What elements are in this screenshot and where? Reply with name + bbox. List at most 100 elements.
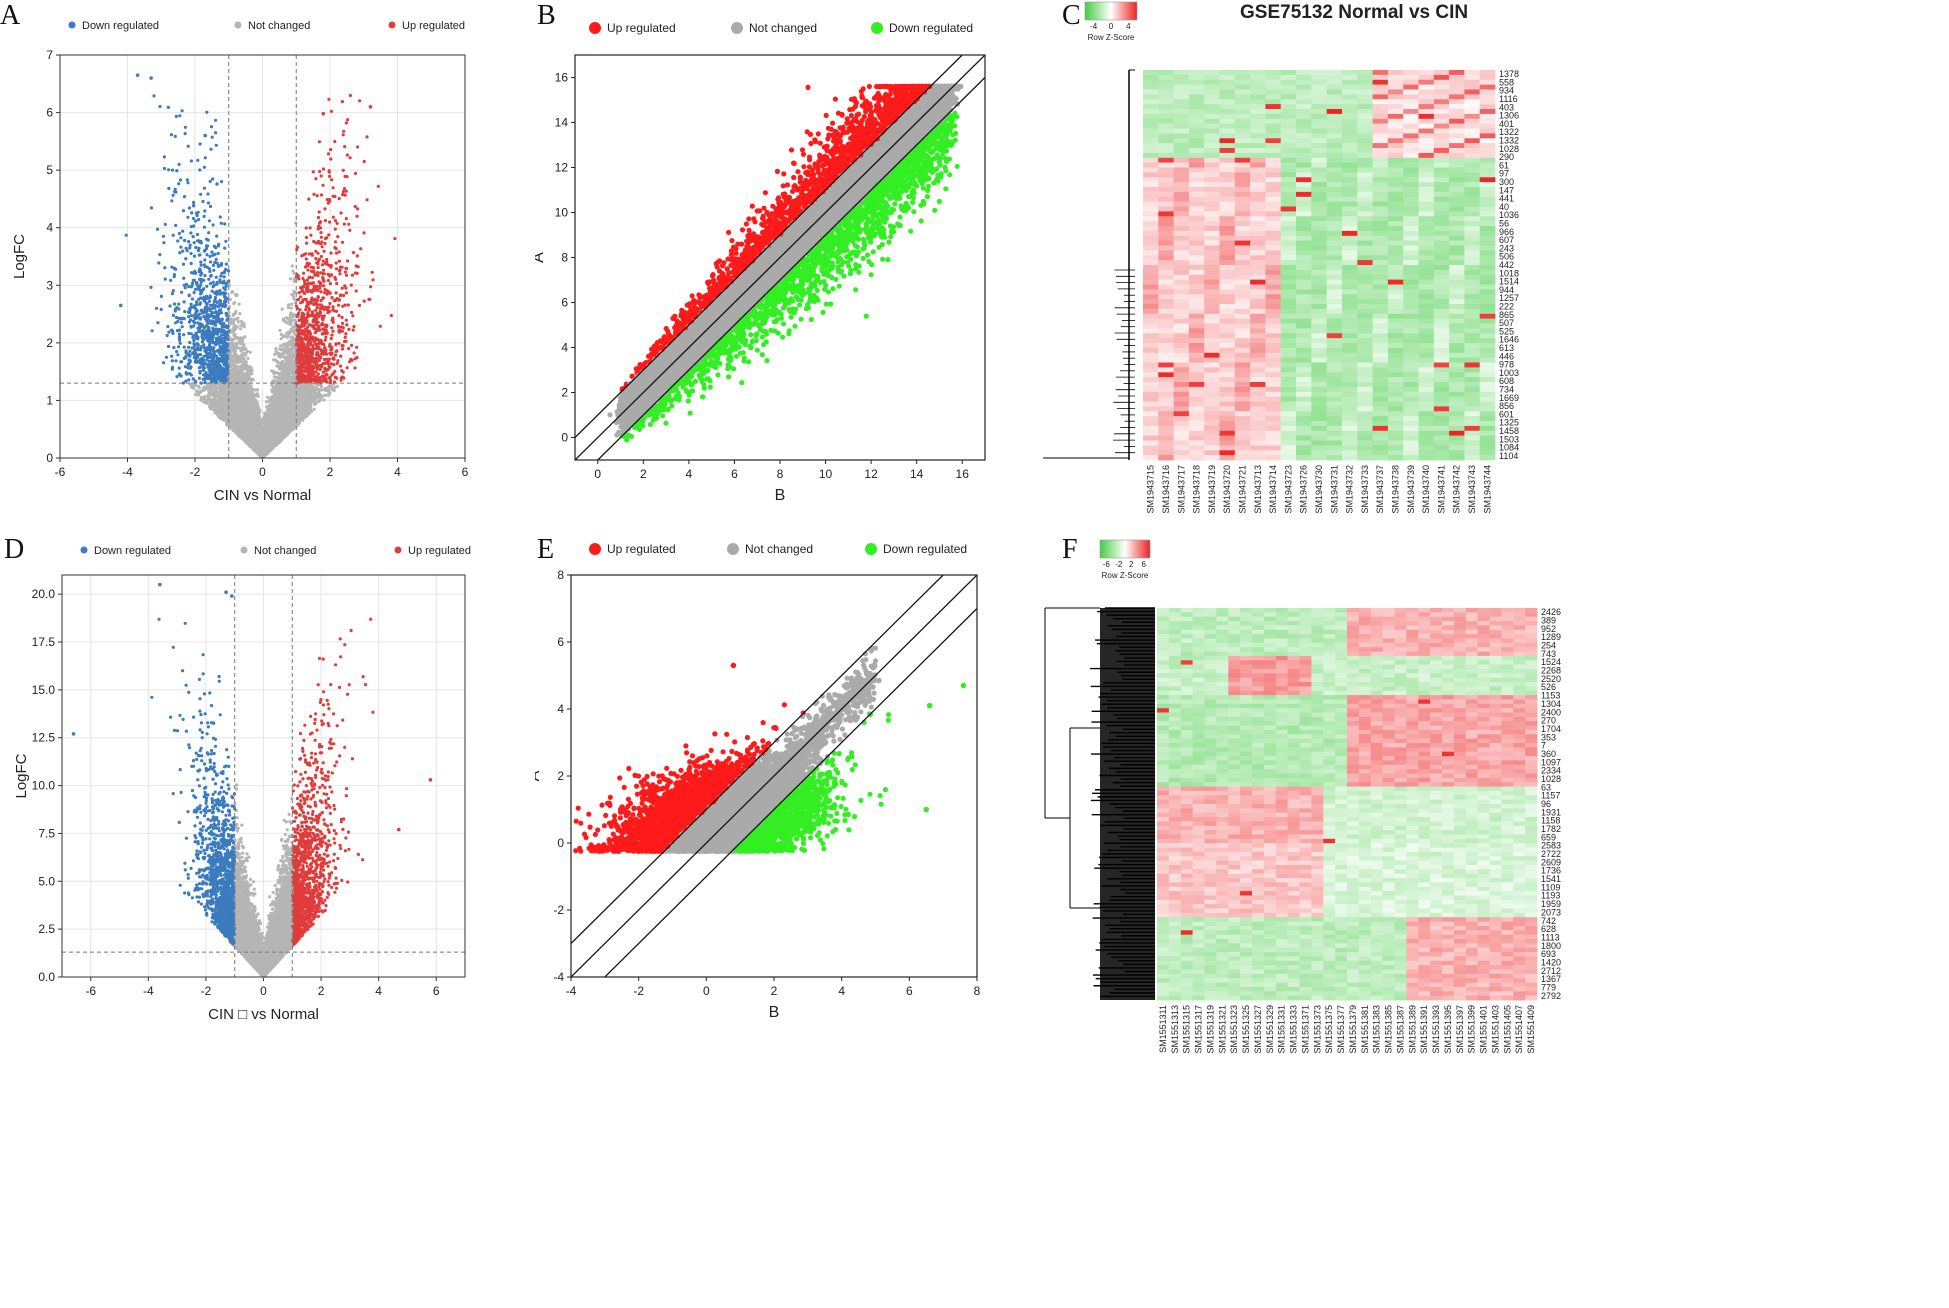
down-regulated-point (216, 264, 221, 268)
up-regulated-point (339, 293, 343, 297)
up-regulated-point (323, 338, 327, 342)
up-regulated-point (323, 207, 327, 211)
down-regulated-point (170, 168, 175, 172)
up-regulated-point (300, 314, 304, 318)
down-regulated-point (209, 260, 213, 264)
down-regulated-point (156, 321, 160, 325)
not-changed-point (322, 398, 326, 402)
up-regulated-point (350, 273, 354, 277)
down-regulated-point (212, 268, 216, 272)
up-regulated-point (348, 156, 352, 160)
down-regulated-point (205, 302, 209, 306)
up-regulated-point (309, 233, 313, 237)
down-regulated-point (198, 353, 202, 357)
not-changed-point (193, 392, 197, 397)
down-regulated-point (214, 246, 218, 250)
not-changed-point (278, 347, 282, 351)
up-regulated-point (336, 359, 340, 363)
up-regulated-point (330, 373, 334, 377)
up-regulated-point (330, 296, 334, 300)
up-regulated-point (304, 297, 308, 301)
up-regulated-point (328, 282, 332, 286)
down-regulated-point (207, 299, 212, 303)
not-changed-point (293, 272, 297, 276)
down-regulated-point (174, 223, 178, 227)
down-regulated-point (196, 348, 200, 352)
up-regulated-point (338, 272, 342, 276)
up-regulated-point (353, 171, 358, 175)
up-regulated-point (345, 323, 349, 327)
y-tick-label: 0 (46, 451, 53, 465)
down-regulated-point (149, 285, 153, 289)
down-regulated-point (159, 307, 163, 311)
up-regulated-point (330, 178, 334, 182)
y-tick-label: 4 (46, 221, 53, 235)
down-regulated-point (216, 300, 220, 304)
down-regulated-point (177, 332, 181, 336)
up-regulated-point (319, 193, 324, 197)
up-regulated-point (353, 366, 357, 370)
x-tick-label: -4 (122, 465, 133, 479)
down-regulated-point (195, 213, 199, 218)
down-regulated-point (186, 144, 190, 148)
y-tick-label: 3 (46, 278, 53, 292)
not-changed-point (236, 316, 240, 320)
up-regulated-point (319, 174, 323, 178)
not-changed-point (286, 305, 290, 310)
panel-c-letter: C (1062, 0, 1081, 32)
down-regulated-point (188, 243, 192, 247)
up-regulated-point (324, 335, 328, 339)
down-regulated-point (206, 238, 210, 242)
up-regulated-point (333, 353, 338, 357)
up-regulated-point (322, 357, 326, 362)
down-regulated-point (209, 307, 213, 311)
not-changed-point (248, 350, 252, 354)
up-regulated-point (297, 291, 301, 295)
up-regulated-point (323, 241, 327, 246)
down-regulated-point (207, 359, 211, 363)
down-regulated-point (176, 239, 180, 243)
down-regulated-point (206, 325, 210, 329)
not-changed-point (324, 393, 329, 397)
not-changed-point (279, 344, 283, 348)
down-regulated-point (186, 366, 190, 370)
up-regulated-point (341, 370, 345, 374)
down-regulated-point (188, 372, 192, 376)
up-regulated-point (351, 251, 356, 255)
up-regulated-point (370, 270, 374, 274)
not-changed-point (238, 312, 242, 316)
not-changed-point (333, 385, 337, 389)
down-regulated-point (178, 251, 182, 255)
not-changed-point (266, 395, 270, 399)
down-regulated-point (185, 178, 189, 182)
down-regulated-point (162, 361, 166, 365)
down-regulated-point (167, 186, 171, 191)
up-regulated-point (308, 226, 312, 230)
down-regulated-point (209, 125, 214, 129)
up-regulated-point (341, 133, 345, 137)
up-regulated-point (350, 343, 354, 347)
up-regulated-point (330, 362, 334, 366)
up-regulated-point (344, 318, 348, 322)
down-regulated-point (196, 355, 200, 359)
y-tick-label: 1 (46, 393, 53, 407)
down-regulated-point (149, 206, 154, 210)
up-regulated-point (307, 252, 311, 256)
down-regulated-point (222, 321, 226, 325)
down-regulated-point (158, 104, 162, 109)
up-regulated-point (352, 351, 356, 355)
up-regulated-point (337, 197, 341, 201)
down-regulated-point (165, 333, 169, 338)
down-regulated-point (194, 219, 198, 223)
up-regulated-point (317, 210, 321, 214)
up-regulated-point (348, 93, 352, 98)
down-regulated-point (182, 345, 186, 349)
down-regulated-point (174, 315, 179, 320)
down-regulated-point (162, 241, 166, 245)
down-regulated-point (199, 263, 203, 267)
up-regulated-point (351, 328, 355, 332)
down-regulated-point (180, 109, 184, 113)
down-regulated-point (218, 280, 222, 284)
not-changed-point (231, 313, 235, 317)
